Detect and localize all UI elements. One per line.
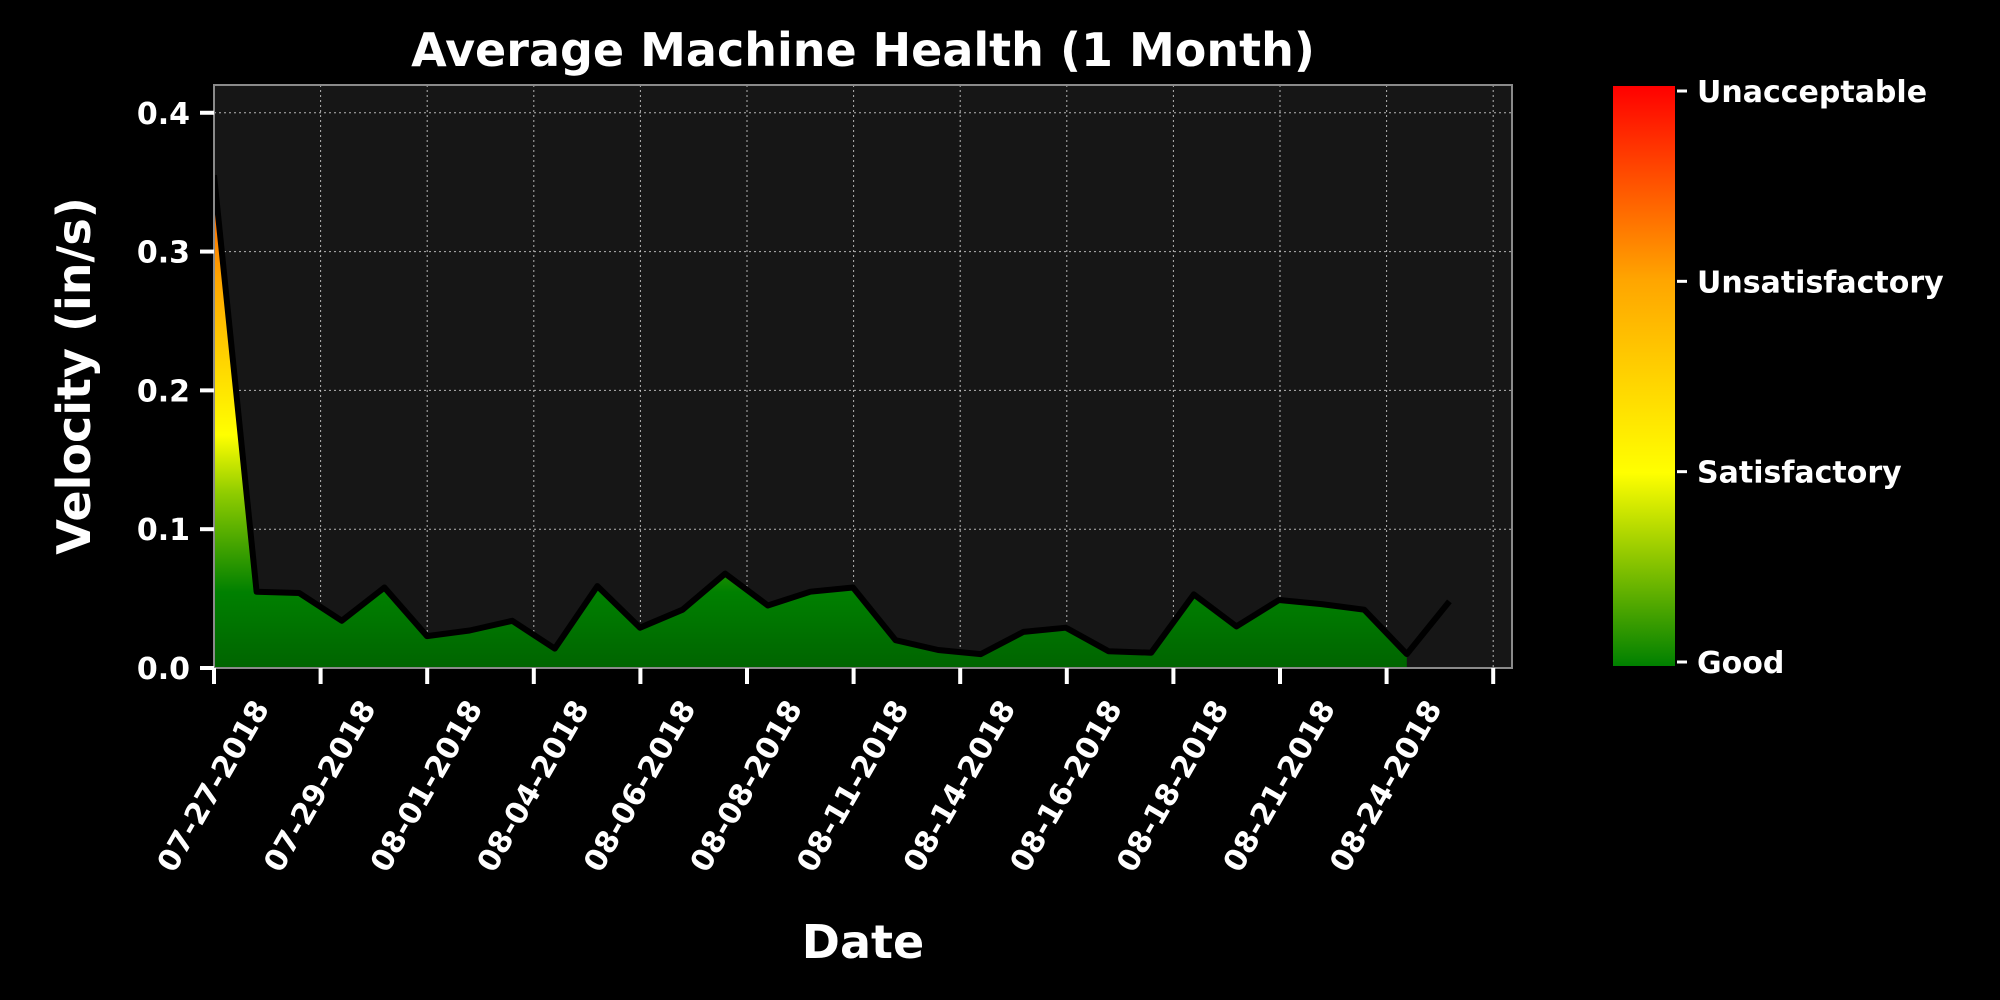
x-tick-label: 08-11-2018 [790, 695, 916, 879]
x-tick-label: 08-04-2018 [470, 695, 596, 879]
x-tick-label: 08-08-2018 [684, 695, 810, 879]
x-tick-label: 08-21-2018 [1217, 695, 1343, 879]
x-tick-label: 08-18-2018 [1110, 695, 1236, 879]
x-tick-label: 08-06-2018 [577, 695, 703, 879]
colorbar-label-unsatisfactory: Unsatisfactory [1697, 265, 1944, 300]
x-tick-label: 08-16-2018 [1003, 695, 1129, 879]
y-tick-label: 0.4 [137, 97, 190, 132]
plot-area [214, 85, 1512, 668]
x-axis-title: Date [802, 915, 924, 969]
y-tick-label: 0.2 [137, 374, 190, 409]
colorbar-labels: Good Satisfactory Unsatisfactory Unacceptab… [1677, 75, 1944, 681]
chart-title: Average Machine Health (1 Month) [411, 23, 1315, 77]
colorbar [1613, 86, 1675, 666]
colorbar-label-satisfactory: Satisfactory [1697, 456, 1902, 491]
x-tick-label: 08-24-2018 [1323, 695, 1449, 879]
y-axis: 0.0 0.1 0.2 0.3 0.4 [137, 97, 214, 687]
x-axis: 07-27-201807-29-201808-01-201808-04-2018… [151, 668, 1494, 878]
colorbar-label-unacceptable: Unacceptable [1697, 75, 1927, 110]
y-tick-label: 0.0 [137, 652, 190, 687]
x-tick-label: 08-14-2018 [897, 695, 1023, 879]
y-tick-label: 0.3 [137, 236, 190, 271]
y-axis-title: Velocity (in/s) [47, 197, 101, 554]
x-tick-label: 07-27-2018 [151, 695, 277, 879]
x-tick-label: 07-29-2018 [257, 695, 383, 879]
y-tick-label: 0.1 [137, 513, 190, 548]
x-tick-label: 08-01-2018 [364, 695, 490, 879]
colorbar-label-good: Good [1697, 646, 1784, 681]
